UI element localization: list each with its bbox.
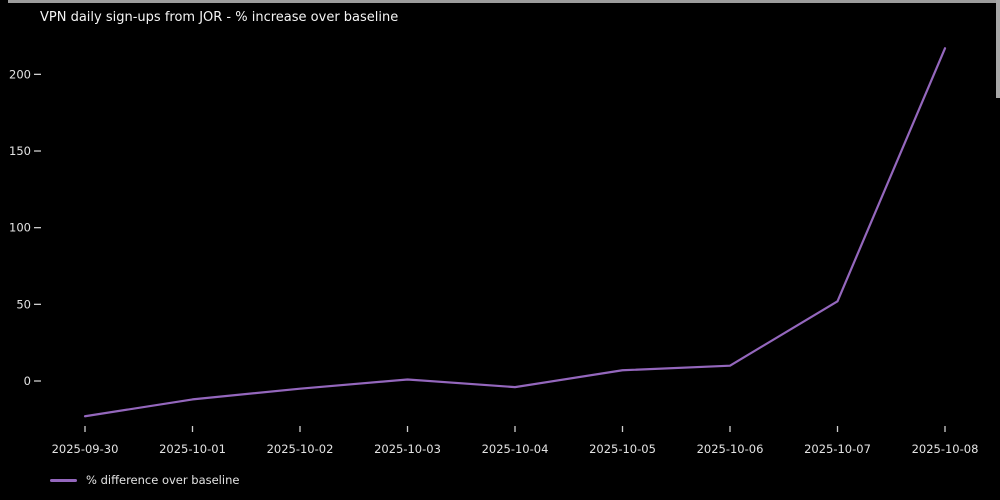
legend-line-swatch xyxy=(50,478,77,482)
x-axis: 2025-09-30 2025-10-01 2025-10-02 2025-10-03… xyxy=(52,426,979,456)
legend-label: % difference over baseline xyxy=(86,473,240,487)
chart-title: VPN daily sign-ups from JOR - % increase… xyxy=(40,10,399,25)
y-axis: 0 50 100 150 200 xyxy=(9,67,41,388)
window-edge-right xyxy=(996,0,1000,98)
legend: % difference over baseline xyxy=(50,472,239,488)
y-tick-label: 50 xyxy=(16,297,31,311)
x-tick-label: 2025-10-08 xyxy=(912,442,979,456)
data-line xyxy=(83,47,947,418)
x-tick-label: 2025-09-30 xyxy=(52,442,119,456)
y-tick-label: 0 xyxy=(24,374,31,388)
x-tick-label: 2025-10-06 xyxy=(697,442,764,456)
y-tick-label: 100 xyxy=(9,221,31,235)
x-tick-label: 2025-10-07 xyxy=(804,442,871,456)
y-tick-label: 150 xyxy=(9,144,31,158)
x-tick-label: 2025-10-02 xyxy=(267,442,334,456)
x-tick-label: 2025-10-05 xyxy=(589,442,656,456)
x-tick-label: 2025-10-03 xyxy=(374,442,441,456)
x-tick-label: 2025-10-04 xyxy=(482,442,549,456)
x-tick-label: 2025-10-01 xyxy=(159,442,226,456)
window-edge-top xyxy=(8,0,1000,3)
y-tick-label: 200 xyxy=(9,67,31,81)
